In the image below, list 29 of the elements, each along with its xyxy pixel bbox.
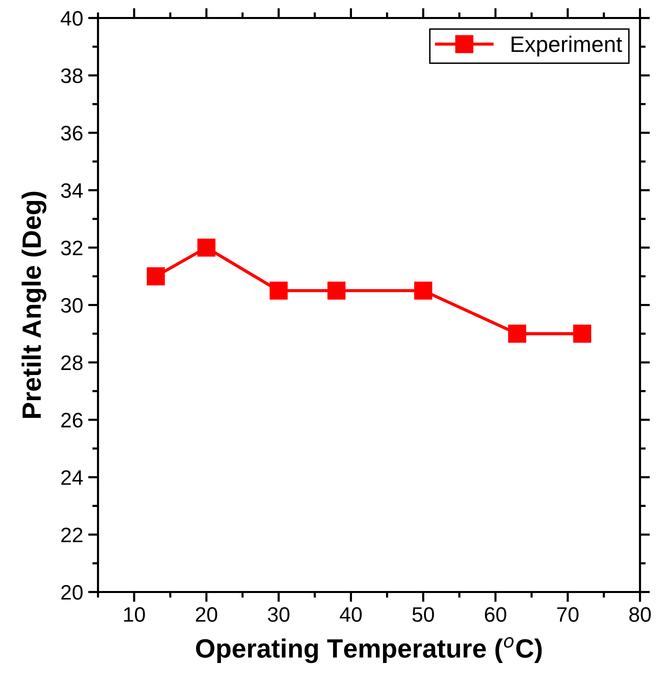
x-tick-label: 60 bbox=[484, 607, 506, 622]
x-tick-label: 10 bbox=[124, 607, 145, 622]
point bbox=[270, 282, 288, 300]
legend-label: Experiment bbox=[512, 36, 622, 56]
y-tick-label: 40 bbox=[60, 11, 83, 26]
point bbox=[197, 238, 216, 257]
x-tick-label: 70 bbox=[557, 607, 579, 622]
y-tick-label: 20 bbox=[61, 585, 83, 600]
x-tick-label: 50 bbox=[412, 607, 434, 622]
y-tick-label: 26 bbox=[61, 412, 83, 428]
point bbox=[327, 282, 346, 300]
x-axis-title: Operating Temperature ($^{o}$C) bbox=[196, 637, 542, 664]
y-tick-label: 32 bbox=[61, 240, 82, 256]
y-tick-label: 36 bbox=[61, 126, 83, 141]
point bbox=[414, 282, 432, 300]
y-tick-label: 22 bbox=[61, 528, 82, 542]
y-tick-label: 28 bbox=[61, 355, 83, 370]
y-tick-label: 38 bbox=[61, 68, 83, 84]
y-tick-label: 34 bbox=[61, 183, 83, 198]
x-tick-label: 30 bbox=[268, 607, 290, 622]
y-tick-label: 30 bbox=[61, 298, 83, 313]
point bbox=[508, 324, 526, 343]
x-tick-label: 40 bbox=[340, 607, 362, 622]
x-tick-label: 20 bbox=[196, 607, 218, 622]
point bbox=[146, 267, 165, 286]
point bbox=[573, 324, 592, 343]
y-tick-label: 24 bbox=[61, 470, 83, 485]
y-axis-title: Pretilt Angle (Deg) bbox=[22, 192, 46, 418]
x-tick-label: 80 bbox=[629, 607, 651, 622]
